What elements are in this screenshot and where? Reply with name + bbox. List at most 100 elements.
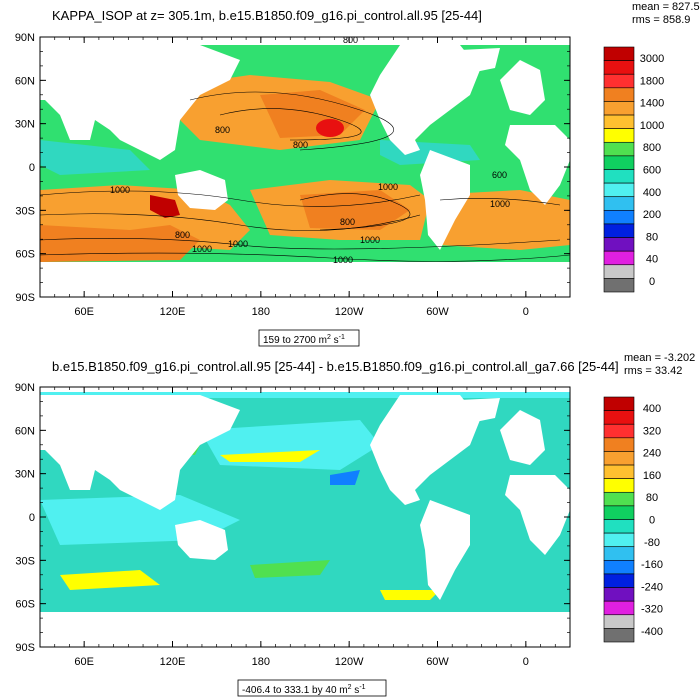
contour-label: 1000 bbox=[110, 185, 130, 195]
contour-label: 1000 bbox=[192, 244, 212, 254]
x-tick-label: 60E bbox=[74, 306, 94, 318]
contour-label: 1000 bbox=[228, 239, 248, 249]
y-tick-label: 90S bbox=[15, 642, 35, 654]
y-tick-label: 60N bbox=[15, 75, 35, 87]
colorbar-swatch bbox=[603, 396, 635, 411]
top-land-south-america bbox=[420, 150, 470, 250]
colorbar-swatch bbox=[603, 519, 635, 534]
colorbar-swatch bbox=[603, 437, 635, 452]
colorbar-label: 80 bbox=[646, 231, 658, 243]
top-title: KAPPA_ISOP at z= 305.1m, b.e15.B1850.f09… bbox=[52, 8, 482, 23]
contour-label: 800 bbox=[343, 35, 358, 45]
contour-line bbox=[189, 91, 394, 151]
colorbar-label: -400 bbox=[641, 626, 663, 638]
top-antarctica bbox=[40, 262, 570, 297]
colorbar-label: 200 bbox=[643, 209, 661, 221]
y-tick-label: 0 bbox=[29, 512, 35, 524]
top-contours bbox=[40, 91, 570, 262]
bottom-land-north-america bbox=[370, 395, 480, 505]
contour-label: 600 bbox=[492, 170, 507, 180]
x-tick-label: 120W bbox=[335, 656, 364, 668]
colorbar-swatch bbox=[603, 223, 635, 238]
y-tick-label: 90N bbox=[15, 32, 35, 44]
colorbar-swatch bbox=[603, 546, 635, 561]
top-range-box bbox=[258, 329, 360, 347]
x-tick-label: 0 bbox=[523, 656, 529, 668]
top-panel: KAPPA_ISOP at z= 305.1m, b.e15.B1850.f09… bbox=[15, 1, 700, 347]
y-tick-label: 90S bbox=[15, 292, 35, 304]
colorbar-swatch bbox=[603, 73, 635, 89]
bottom-field-band bbox=[330, 470, 360, 485]
colorbar-swatch bbox=[603, 60, 635, 75]
colorbar-swatch bbox=[603, 451, 635, 466]
colorbar-swatch bbox=[603, 560, 635, 575]
colorbar-swatch bbox=[603, 210, 635, 225]
bottom-colorbar: 400 320 240 160 80 0 -80 -160 -240 -320 -400 bbox=[603, 396, 663, 643]
bottom-antarctica bbox=[40, 612, 570, 647]
colorbar-label: -80 bbox=[644, 537, 660, 549]
top-land-europe bbox=[500, 60, 545, 115]
colorbar-label: 0 bbox=[649, 515, 655, 527]
colorbar-swatch bbox=[603, 141, 635, 157]
bottom-title: b.e15.B1850.f09_g16.pi_control.all.95 [2… bbox=[52, 359, 619, 374]
contour-label: 800 bbox=[175, 230, 190, 240]
contour-label: 1000 bbox=[333, 255, 353, 265]
colorbar-swatch bbox=[603, 155, 635, 170]
top-land-australia bbox=[175, 170, 228, 210]
colorbar-label: 400 bbox=[643, 403, 661, 415]
contour-line bbox=[439, 198, 561, 206]
colorbar-label: 600 bbox=[643, 165, 661, 177]
top-range-label: 159 to 2700 m2 s-1 bbox=[263, 334, 345, 346]
colorbar-swatch bbox=[603, 505, 635, 520]
colorbar-swatch bbox=[603, 423, 635, 439]
colorbar-swatch bbox=[603, 114, 635, 129]
colorbar-label: 1800 bbox=[640, 75, 664, 87]
x-tick-label: 180 bbox=[252, 656, 270, 668]
colorbar-label: 400 bbox=[643, 187, 661, 199]
top-land-eurasia bbox=[40, 45, 240, 160]
top-land-greenland bbox=[460, 48, 500, 72]
colorbar-label: -160 bbox=[641, 559, 663, 571]
colorbar-label: -320 bbox=[641, 604, 663, 616]
colorbar-label: 3000 bbox=[640, 53, 664, 65]
bottom-field-band bbox=[380, 590, 440, 600]
colorbar-swatch bbox=[603, 491, 635, 507]
top-field-band bbox=[40, 140, 150, 175]
colorbar-label: 1400 bbox=[640, 98, 664, 110]
contour-label: 800 bbox=[340, 217, 355, 227]
top-rms-stat: rms = 858.9 bbox=[632, 14, 690, 26]
top-field-band bbox=[40, 225, 200, 262]
top-map-field: 800 800 800 1000 1000 800 600 1000 1000 … bbox=[40, 35, 570, 297]
colorbar-swatch bbox=[603, 169, 635, 184]
y-tick-label: 30N bbox=[15, 469, 35, 481]
colorbar-label: 800 bbox=[643, 142, 661, 154]
contour-line bbox=[299, 193, 411, 231]
colorbar-label: 80 bbox=[646, 492, 658, 504]
colorbar-swatch bbox=[603, 614, 635, 629]
contour-label: 1000 bbox=[360, 235, 380, 245]
contour-line bbox=[40, 238, 561, 250]
bottom-range-box bbox=[237, 679, 387, 697]
x-tick-label: 120W bbox=[335, 306, 364, 318]
top-land-africa bbox=[505, 125, 570, 205]
top-land-north-america bbox=[370, 45, 480, 155]
y-tick-label: 60S bbox=[15, 249, 35, 261]
bottom-rms-stat: rms = 33.42 bbox=[624, 365, 682, 377]
colorbar-swatch bbox=[603, 196, 635, 211]
y-tick-label: 60S bbox=[15, 599, 35, 611]
bottom-field-band bbox=[250, 560, 330, 578]
colorbar-swatch bbox=[603, 278, 635, 293]
x-tick-label: 120E bbox=[160, 656, 186, 668]
x-tick-label: 60W bbox=[426, 306, 449, 318]
colorbar-swatch bbox=[603, 628, 635, 643]
colorbar-label: 40 bbox=[646, 254, 658, 266]
x-tick-label: 180 bbox=[252, 306, 270, 318]
contour-label: 800 bbox=[215, 125, 230, 135]
colorbar-swatch bbox=[603, 264, 635, 279]
contour-label: 1000 bbox=[490, 199, 510, 209]
contour-line bbox=[40, 190, 421, 207]
colorbar-swatch bbox=[603, 464, 635, 479]
contour-label: 800 bbox=[293, 140, 308, 150]
